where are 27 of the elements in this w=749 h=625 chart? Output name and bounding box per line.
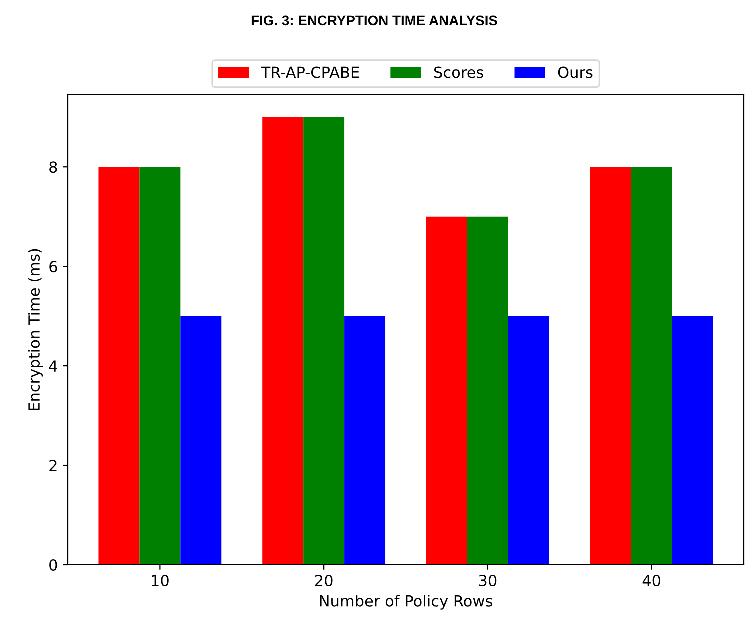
legend-label: TR-AP-CPABE — [261, 66, 360, 78]
x-tick-label: 30 — [479, 574, 497, 587]
legend-label: Ours — [558, 66, 593, 78]
bar — [467, 216, 508, 565]
legend-label: Scores — [434, 66, 484, 78]
y-tick-label: 6 — [50, 261, 58, 273]
bar — [180, 316, 222, 565]
x-tick-label: 20 — [315, 574, 333, 587]
bar — [98, 167, 140, 565]
bar — [590, 167, 632, 565]
bar — [508, 316, 550, 565]
y-tick-label: 8 — [50, 162, 58, 174]
y-tick-label: 2 — [50, 460, 57, 472]
bar — [304, 117, 345, 565]
y-axis-title: Encryption Time (ms) — [28, 249, 43, 410]
bar — [672, 316, 714, 565]
y-tick-label: 0 — [50, 559, 58, 572]
bar — [262, 117, 304, 565]
x-axis-title: Number of Policy Rows — [320, 595, 492, 610]
bar — [426, 216, 468, 565]
bar — [344, 316, 386, 565]
x-tick-label: 40 — [642, 574, 661, 587]
bar — [140, 167, 181, 565]
x-tick-label: 10 — [152, 574, 169, 587]
y-tick-label: 4 — [49, 360, 58, 372]
bar — [631, 167, 672, 565]
chart-title: FIG. 3: ENCRYPTION TIME ANALYSIS — [252, 16, 498, 26]
